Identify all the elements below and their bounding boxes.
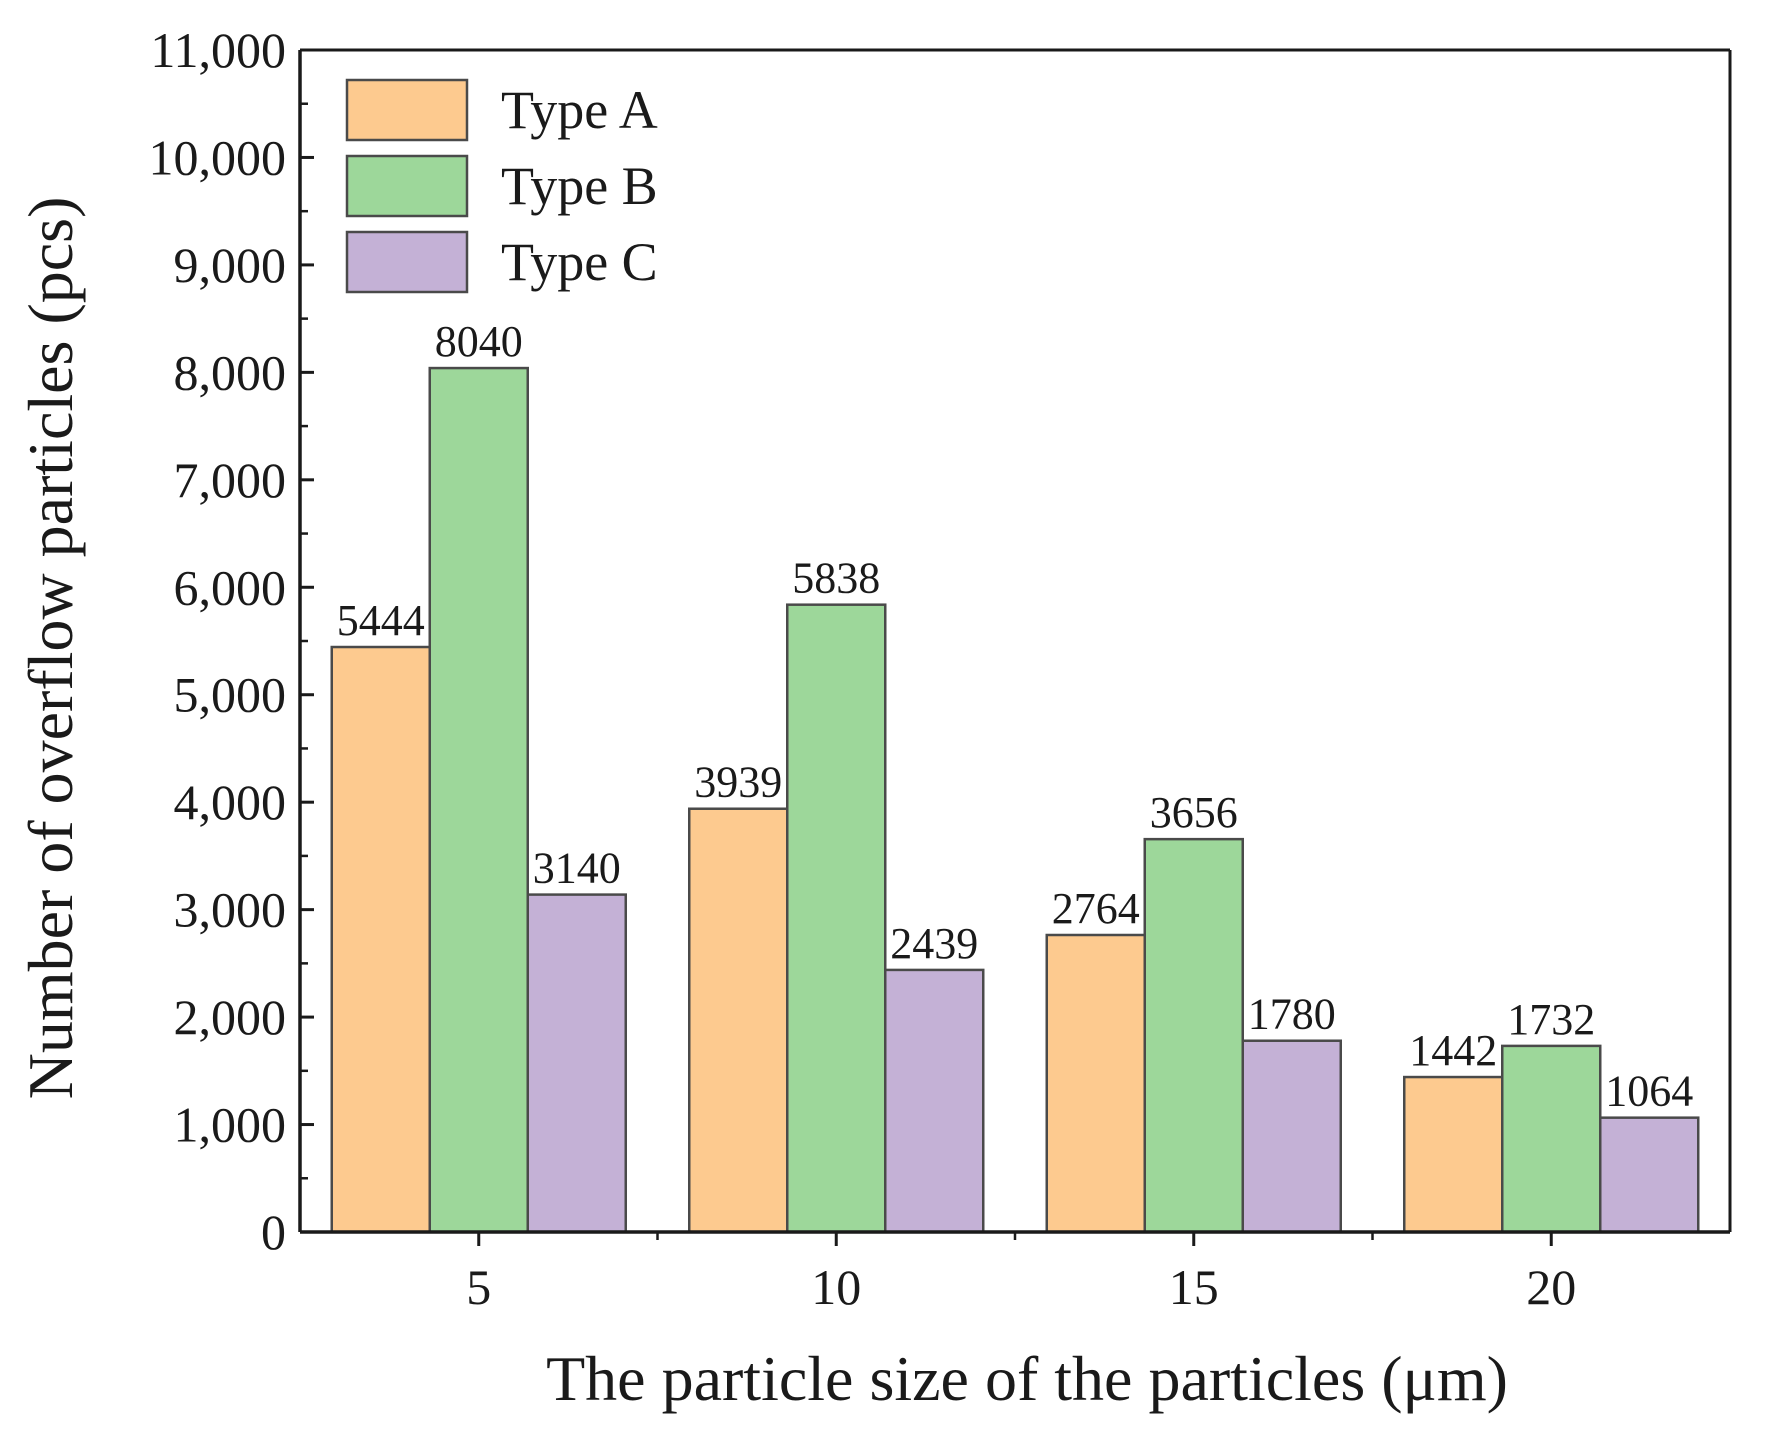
data-label: 3140: [533, 844, 621, 893]
data-label: 1732: [1507, 995, 1595, 1044]
y-tick-label: 5,000: [174, 667, 287, 723]
x-tick-label: 10: [811, 1259, 861, 1315]
data-label: 5838: [792, 554, 880, 603]
data-label: 5444: [337, 596, 425, 645]
bar-type-b-15: [1143, 837, 1244, 1234]
bar-type-a-10: [688, 807, 789, 1234]
bar-type-a-15: [1045, 933, 1146, 1234]
legend-swatch-type-b: [345, 154, 469, 218]
bar-type-c-10: [884, 968, 985, 1234]
data-label: 3939: [694, 758, 782, 807]
data-label: 1064: [1605, 1067, 1693, 1116]
x-axis-title: The particle size of the particles (μm): [546, 1343, 1508, 1414]
data-label: 2764: [1052, 884, 1140, 933]
bar-type-a-20: [1403, 1075, 1504, 1234]
y-tick-label: 10,000: [149, 129, 287, 185]
axes: 0 1,000 2,000 3,000 4,000 5,000 6,000 7,000 8,00…: [149, 22, 1732, 1315]
y-tick-label: 8,000: [174, 344, 287, 400]
bar-type-c-20: [1599, 1116, 1700, 1234]
data-label: 2439: [890, 919, 978, 968]
y-tick-label: 9,000: [174, 237, 287, 293]
y-tick-label: 11,000: [150, 22, 286, 78]
data-label: 8040: [435, 317, 523, 366]
bar-type-b-20: [1501, 1044, 1602, 1234]
y-tick-label: 1,000: [174, 1097, 287, 1153]
legend-swatch-type-c: [345, 230, 469, 294]
y-tick-label: 2,000: [174, 989, 287, 1045]
bar-type-c-5: [526, 893, 627, 1234]
plot-area: 5444 3939 2764 1442 8040 5838 3656 1732 3140 2439…: [330, 317, 1700, 1234]
legend-label: Type B: [501, 156, 658, 216]
legend: Type A Type B Type C: [345, 78, 658, 294]
legend-label: Type A: [501, 80, 658, 140]
y-tick-label: 4,000: [174, 774, 287, 830]
x-tick-label: 15: [1169, 1259, 1219, 1315]
bar-type-c-15: [1241, 1039, 1342, 1234]
y-tick-label: 0: [261, 1204, 286, 1260]
x-tick-label: 20: [1526, 1259, 1576, 1315]
y-tick-label: 3,000: [174, 882, 287, 938]
legend-label: Type C: [501, 232, 658, 292]
data-label: 1780: [1248, 990, 1336, 1039]
bar-type-b-5: [428, 366, 529, 1234]
legend-swatch-type-a: [345, 78, 469, 142]
y-tick-label: 6,000: [174, 559, 287, 615]
data-label: 3656: [1150, 788, 1238, 837]
x-tick-label: 5: [466, 1259, 491, 1315]
y-tick-label: 7,000: [174, 452, 287, 508]
bar-type-b-10: [786, 603, 887, 1234]
bar-type-a-5: [330, 645, 431, 1234]
y-axis-title: Number of overflow particles (pcs): [15, 197, 86, 1100]
data-label: 1442: [1409, 1026, 1497, 1075]
